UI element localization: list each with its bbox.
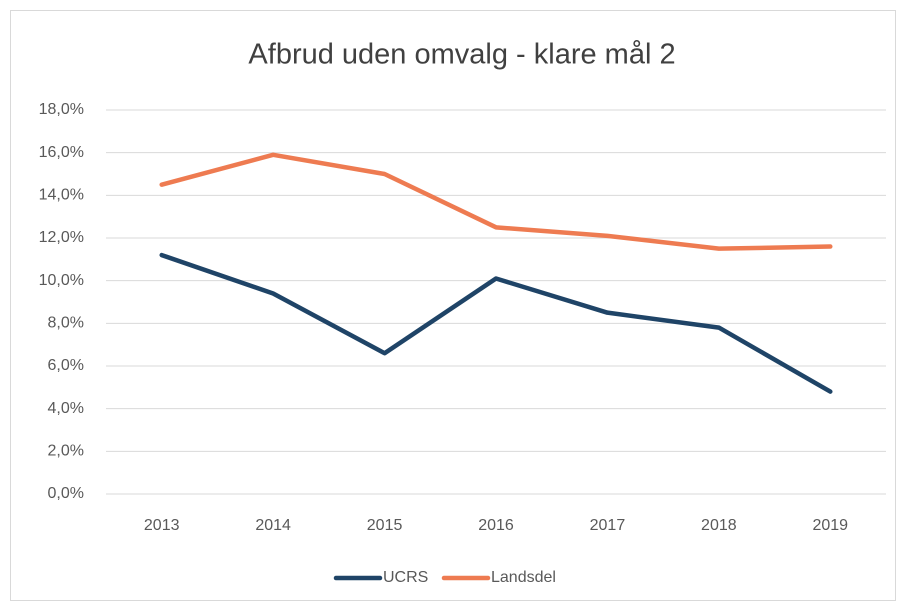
legend-label: UCRS — [383, 569, 428, 586]
y-tick-label: 16,0% — [39, 144, 84, 161]
x-tick-label: 2013 — [144, 517, 180, 534]
y-tick-label: 8,0% — [48, 315, 84, 332]
y-tick-label: 4,0% — [48, 400, 84, 417]
y-tick-label: 14,0% — [39, 187, 84, 204]
x-tick-label: 2017 — [590, 517, 626, 534]
chart-title: Afbrud uden omvalg - klare mål 2 — [248, 39, 675, 71]
y-tick-label: 2,0% — [48, 443, 84, 460]
legend-label: Landsdel — [491, 569, 556, 586]
y-tick-label: 18,0% — [39, 101, 84, 118]
line-series — [159, 252, 833, 394]
line-series — [159, 152, 833, 251]
x-tick-label: 2018 — [701, 517, 737, 534]
x-tick-label: 2015 — [367, 517, 403, 534]
y-tick-label: 6,0% — [48, 357, 84, 374]
x-tick-label: 2014 — [255, 517, 291, 534]
y-tick-label: 12,0% — [39, 229, 84, 246]
y-tick-label: 10,0% — [39, 272, 84, 289]
y-tick-label: 0,0% — [48, 485, 84, 502]
x-tick-label: 2019 — [812, 517, 848, 534]
x-tick-label: 2016 — [478, 517, 514, 534]
